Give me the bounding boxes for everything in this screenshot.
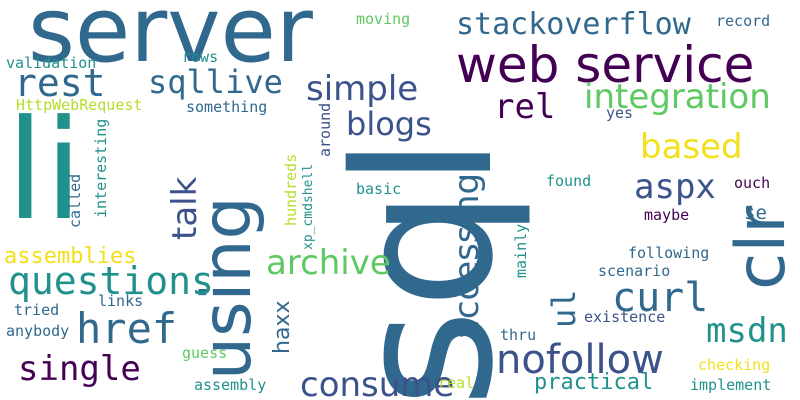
word-existence: existence bbox=[584, 308, 666, 326]
word-validation: validation bbox=[6, 54, 97, 72]
word-thru: thru bbox=[500, 326, 537, 344]
word-rows: rows bbox=[182, 48, 219, 66]
word-httpwebrequest: HttpWebRequest bbox=[16, 96, 143, 114]
word-li: li bbox=[6, 90, 83, 251]
word-basic: basic bbox=[356, 180, 402, 198]
word-haxx: haxx bbox=[270, 300, 295, 354]
word-consume: consume bbox=[300, 365, 455, 400]
word-nofollow: nofollow bbox=[496, 337, 664, 383]
word-moving: moving bbox=[356, 10, 411, 28]
word-blogs: blogs bbox=[346, 105, 432, 143]
word-called: called bbox=[66, 173, 84, 228]
word-following: following bbox=[628, 244, 710, 262]
word-guess: guess bbox=[182, 344, 228, 362]
word-based: based bbox=[640, 127, 743, 167]
word-implement: implement bbox=[690, 376, 772, 394]
word-hundreds: hundreds bbox=[282, 153, 300, 226]
word-sqllive: sqllive bbox=[148, 63, 283, 101]
word-ouch: ouch bbox=[734, 174, 771, 192]
word-integration: integration bbox=[584, 77, 771, 117]
word-web-service: web service bbox=[456, 36, 755, 94]
word-server: server bbox=[28, 0, 313, 83]
word-archive: archive bbox=[266, 243, 391, 283]
word-links: links bbox=[98, 292, 144, 310]
word-p: p bbox=[505, 320, 692, 400]
word-aspx: aspx bbox=[634, 167, 716, 207]
word-stackoverflow: stackoverflow bbox=[456, 7, 691, 42]
word-msdn: msdn bbox=[706, 311, 788, 351]
word-rel: rel bbox=[494, 87, 556, 127]
word-curl: curl bbox=[612, 275, 709, 321]
word-accessing: accessing bbox=[447, 172, 487, 340]
word-real: real bbox=[438, 374, 475, 392]
word-talk: talk bbox=[165, 176, 205, 240]
word-interesting: interesting bbox=[92, 118, 110, 218]
word-se: se bbox=[744, 202, 767, 224]
word-anybody: anybody bbox=[6, 322, 70, 340]
word-simple: simple bbox=[306, 69, 419, 109]
word-href: href bbox=[76, 304, 178, 353]
word-scenario: scenario bbox=[598, 262, 671, 280]
word-around: around bbox=[316, 102, 334, 157]
word-yes: yes bbox=[606, 104, 634, 122]
word-xp-cmdshell: xp_cmdshell bbox=[301, 163, 316, 250]
word-record: record bbox=[716, 12, 771, 30]
word-rest: rest bbox=[14, 61, 106, 105]
word-practical: practical bbox=[534, 370, 654, 395]
word-questions: questions bbox=[8, 259, 214, 303]
word-mainly: mainly bbox=[512, 223, 530, 278]
word-single: single bbox=[18, 349, 141, 389]
word-checking: checking bbox=[698, 356, 771, 374]
word-something: something bbox=[186, 98, 268, 116]
word-maybe: maybe bbox=[644, 206, 690, 224]
word-ul: ul bbox=[545, 289, 583, 328]
word-found: found bbox=[546, 172, 592, 190]
word-assembly: assembly bbox=[194, 376, 267, 394]
word-tried: tried bbox=[14, 301, 60, 319]
word-assemblies: assemblies bbox=[4, 244, 137, 269]
